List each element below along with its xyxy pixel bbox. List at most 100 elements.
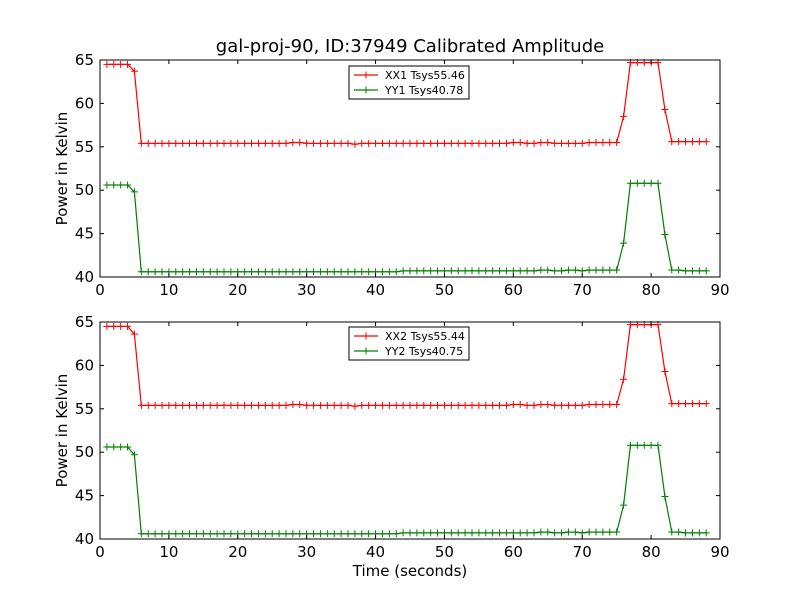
data-point [261, 268, 269, 276]
data-point [551, 139, 559, 147]
data-point [165, 401, 173, 409]
data-point [282, 530, 290, 538]
data-point [248, 530, 256, 538]
data-point [640, 179, 648, 187]
data-point [626, 441, 634, 449]
data-point [192, 268, 200, 276]
data-point [592, 266, 600, 274]
data-point [661, 230, 669, 238]
data-point [220, 401, 228, 409]
data-point [213, 139, 221, 147]
data-point [613, 400, 621, 408]
data-point [406, 267, 414, 275]
x-tick-label: 10 [159, 543, 178, 561]
y-tick-label: 40 [75, 530, 94, 548]
data-point [206, 401, 214, 409]
data-point [688, 400, 696, 408]
y-axis-label: Power in Kelvin [53, 112, 71, 226]
data-point [661, 492, 669, 500]
data-point [365, 530, 373, 538]
data-point [220, 268, 228, 276]
data-point [337, 530, 345, 538]
data-point [530, 529, 538, 537]
data-point [413, 139, 421, 147]
data-point [144, 530, 152, 538]
x-tick-label: 50 [435, 543, 454, 561]
data-point [137, 139, 145, 147]
series-markers [103, 179, 710, 276]
legend-label: XX2 Tsys55.44 [385, 330, 465, 343]
legend-box [348, 326, 470, 361]
data-point [103, 443, 111, 451]
x-tick-label: 50 [435, 281, 454, 299]
data-point [571, 401, 579, 409]
data-point [227, 401, 235, 409]
data-point [633, 179, 641, 187]
y-axis-label: Power in Kelvin [53, 374, 71, 488]
data-point [385, 401, 393, 409]
data-point [489, 401, 497, 409]
data-point [303, 401, 311, 409]
y-tick-label: 65 [75, 313, 94, 331]
data-point [117, 443, 125, 451]
data-point [378, 268, 386, 276]
data-point [117, 181, 125, 189]
data-point [544, 400, 552, 408]
data-point [213, 530, 221, 538]
data-point [378, 401, 386, 409]
data-point [117, 322, 125, 330]
data-point [206, 139, 214, 147]
data-point [351, 140, 359, 148]
data-point [137, 401, 145, 409]
data-point [227, 530, 235, 538]
data-point [475, 267, 483, 275]
data-point [571, 139, 579, 147]
data-point [606, 528, 614, 536]
data-point [289, 268, 297, 276]
data-point [130, 330, 138, 338]
x-tick-label: 70 [573, 281, 592, 299]
data-point [571, 266, 579, 274]
series-markers [103, 321, 710, 410]
data-point [427, 401, 435, 409]
data-point [592, 138, 600, 146]
data-point [282, 401, 290, 409]
data-point [344, 139, 352, 147]
data-point [275, 139, 283, 147]
data-point [468, 401, 476, 409]
data-point [365, 139, 373, 147]
data-point [392, 530, 400, 538]
data-point [682, 138, 690, 146]
data-point [482, 401, 490, 409]
legend: XX1 Tsys55.46 YY1 Tsys40.78 [348, 65, 470, 100]
data-point [461, 529, 469, 537]
data-point [192, 401, 200, 409]
data-point [489, 267, 497, 275]
data-point [282, 268, 290, 276]
data-point [344, 401, 352, 409]
data-point [158, 268, 166, 276]
data-point [179, 268, 187, 276]
data-point [330, 401, 338, 409]
data-point [516, 400, 524, 408]
data-point [427, 267, 435, 275]
data-point [137, 268, 145, 276]
data-point [530, 267, 538, 275]
data-point [434, 267, 442, 275]
x-tick-label: 80 [642, 543, 661, 561]
data-point [227, 139, 235, 147]
data-point [509, 138, 517, 146]
data-point [378, 530, 386, 538]
data-point [447, 267, 455, 275]
data-point [103, 322, 111, 330]
legend-marker [362, 332, 370, 340]
data-point [124, 60, 132, 68]
data-point [186, 530, 194, 538]
x-tick-label: 60 [504, 543, 523, 561]
data-point [688, 138, 696, 146]
data-point [551, 267, 559, 275]
data-point [392, 268, 400, 276]
data-point [289, 138, 297, 146]
data-point [420, 139, 428, 147]
data-point [385, 530, 393, 538]
